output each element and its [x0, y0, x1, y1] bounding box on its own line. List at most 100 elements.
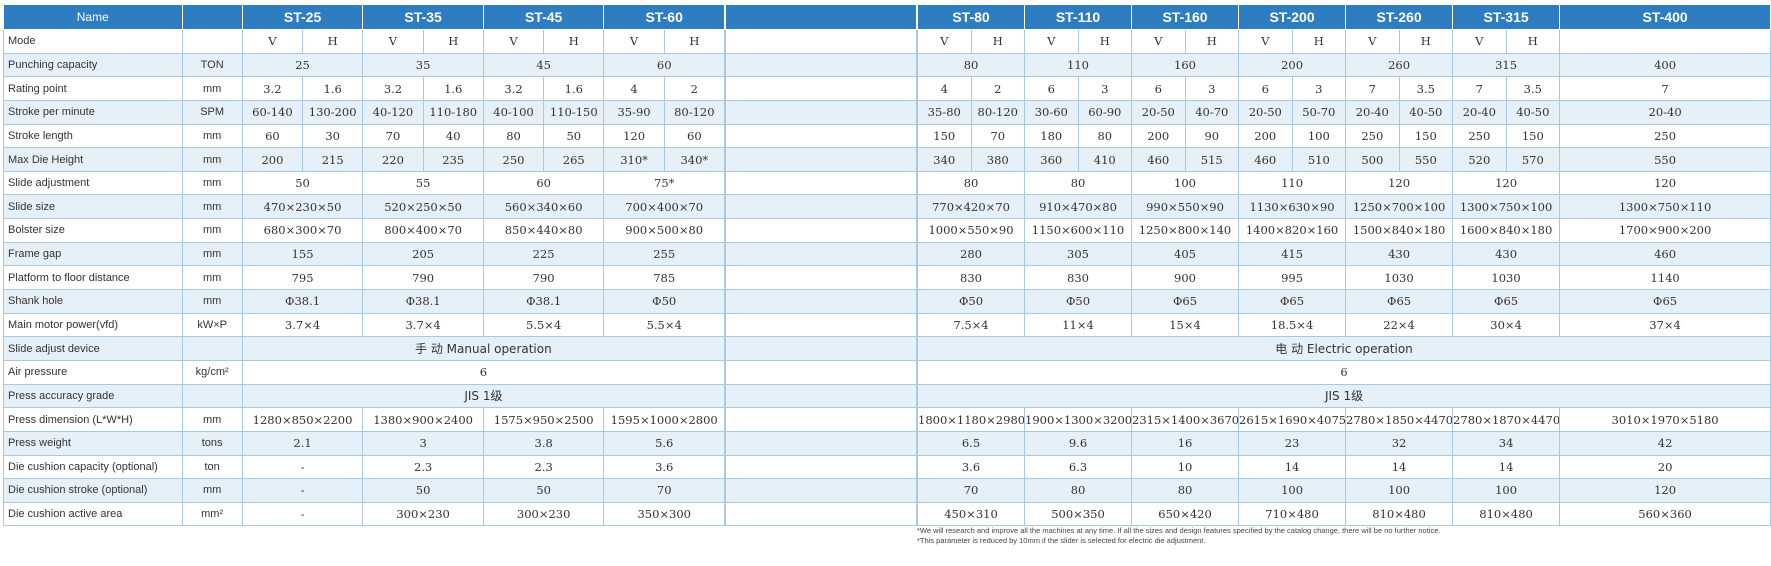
value-cell: 300×230: [362, 501, 484, 527]
header-model-st-80: ST-80: [916, 4, 1026, 30]
row-frame-gap: Frame gap mm 155 205 225 255: [3, 241, 725, 267]
footnote-2: *This parameter is reduced by 10mm if th…: [917, 536, 1206, 545]
row-slide-adjust-device-right: 电 动 Electric operation: [916, 336, 1771, 361]
value-cell: 30×4: [1452, 312, 1561, 338]
value-cell: 20-40: [1345, 99, 1400, 125]
value-cell: 220: [362, 147, 424, 172]
gap-cell: [725, 289, 917, 314]
row-max-die-height: Max Die Height mm 200 215 220 235 250 265 310* 34…: [3, 147, 726, 172]
value-cell: 1300×750×100: [1452, 194, 1561, 220]
value-cell: 15×4: [1131, 312, 1240, 338]
value-cell: 22×4: [1345, 312, 1454, 338]
value-cell: 60: [603, 52, 725, 78]
value-cell: 80: [482, 123, 545, 149]
row-unit: mm: [181, 478, 243, 503]
row-unit: ton: [181, 454, 243, 480]
value-cell: 995: [1238, 265, 1347, 291]
row-die-cushion-active-area-right: 450×310 500×350 650×420 710×480 810×480 810×4…: [916, 501, 1771, 527]
value-cell: 1300×750×110: [1559, 194, 1771, 220]
header-name: Name: [3, 4, 183, 30]
value-cell: 400: [1559, 52, 1771, 78]
value-cell: 100: [1291, 123, 1347, 149]
row-unit: mm: [181, 241, 243, 267]
value-cell: 100: [1238, 478, 1347, 503]
spec-table-gap: [725, 4, 917, 527]
value-cell: 9.6: [1024, 430, 1133, 456]
value-cell: V: [1452, 29, 1507, 54]
value-cell: 3.2: [482, 76, 545, 101]
value-cell: 3010×1970×5180: [1559, 407, 1771, 432]
row-unit: tons: [181, 430, 243, 456]
value-cell: 200: [241, 147, 304, 172]
value-cell: 120: [1559, 478, 1771, 503]
value-cell: H: [422, 29, 484, 54]
value-cell: 520: [1452, 147, 1507, 172]
value-cell: 6: [1238, 76, 1293, 101]
value-cell: 3.7×4: [362, 312, 484, 338]
value-cell: 80: [916, 52, 1026, 78]
row-unit: mm: [181, 123, 243, 149]
row-die-cushion-capacity-optional-right: 3.6 6.3 10 14 14 14 20: [916, 454, 1771, 480]
value-cell-span: 电 动 Electric operation: [916, 336, 1771, 361]
value-cell: 18.5×4: [1238, 312, 1347, 338]
value-cell: 37×4: [1559, 312, 1771, 338]
value-cell: 120: [1559, 170, 1771, 196]
value-cell: Φ50: [1024, 289, 1133, 314]
value-cell: 50: [543, 123, 605, 149]
row-rating-point-gap: [725, 76, 917, 101]
gap-cell: [725, 218, 917, 243]
value-cell: 2.3: [362, 454, 484, 480]
value-cell: V: [1131, 29, 1186, 54]
row-label: Press accuracy grade: [3, 383, 183, 409]
gap-cell: [725, 29, 917, 54]
value-cell: 1400×820×160: [1238, 218, 1347, 243]
value-cell: 80: [1131, 478, 1240, 503]
value-cell: 560×360: [1559, 501, 1771, 527]
value-cell: 1280×850×2200: [241, 407, 364, 432]
value-cell: -: [241, 501, 364, 527]
row-slide-size: Slide size mm 470×230×50 520×250×50 560×340×…: [3, 194, 725, 220]
header-model-st-60: ST-60: [603, 4, 725, 30]
row-unit: mm²: [181, 501, 243, 527]
row-unit: mm: [181, 170, 243, 196]
value-cell: 90: [1184, 123, 1240, 149]
gap-cell: [725, 336, 917, 361]
value-cell: 280: [916, 241, 1026, 267]
row-label: Die cushion active area: [3, 501, 183, 527]
row-unit: SPM: [181, 99, 243, 125]
row-air-pressure-gap: [725, 359, 917, 385]
header-model-st-25: ST-25: [241, 4, 364, 30]
value-cell: 34: [1452, 430, 1561, 456]
value-cell: 42: [1559, 430, 1771, 456]
value-cell: 790: [362, 265, 484, 291]
value-cell: V: [917, 29, 972, 54]
value-cell: 40: [422, 123, 484, 149]
row-main-motor-power-vfd-gap: [725, 312, 917, 338]
value-cell: 1250×700×100: [1345, 194, 1454, 220]
row-mode-gap: [725, 29, 917, 54]
header-model-st-200: ST-200: [1238, 4, 1347, 30]
value-cell: 130-200: [302, 99, 364, 125]
value-cell: 225: [482, 241, 605, 267]
value-cell: [1559, 29, 1771, 54]
value-cell: 3.5: [1505, 76, 1561, 101]
value-cell: Φ50: [603, 289, 725, 314]
row-platform-to-floor-distance-right: 830 830 900 995 1030 1030 1140: [916, 265, 1771, 291]
value-cell-span: JIS 1级: [241, 383, 726, 409]
value-cell: 25: [241, 52, 364, 78]
row-slide-adjustment-gap: [725, 170, 917, 196]
value-cell: 14: [1238, 454, 1347, 480]
value-cell: 790: [482, 265, 605, 291]
value-cell: 150: [1505, 123, 1561, 149]
row-air-pressure: Air pressure kg/cm² 6: [3, 359, 726, 385]
value-cell: 510: [1291, 147, 1347, 172]
value-cell: 250: [1452, 123, 1507, 149]
value-cell: H: [1291, 29, 1347, 54]
value-cell: H: [302, 29, 364, 54]
value-cell: 360: [1024, 147, 1079, 172]
value-cell: Φ65: [1238, 289, 1347, 314]
value-cell: H: [1184, 29, 1240, 54]
value-cell: 570: [1505, 147, 1561, 172]
value-cell: 7: [1345, 76, 1400, 101]
